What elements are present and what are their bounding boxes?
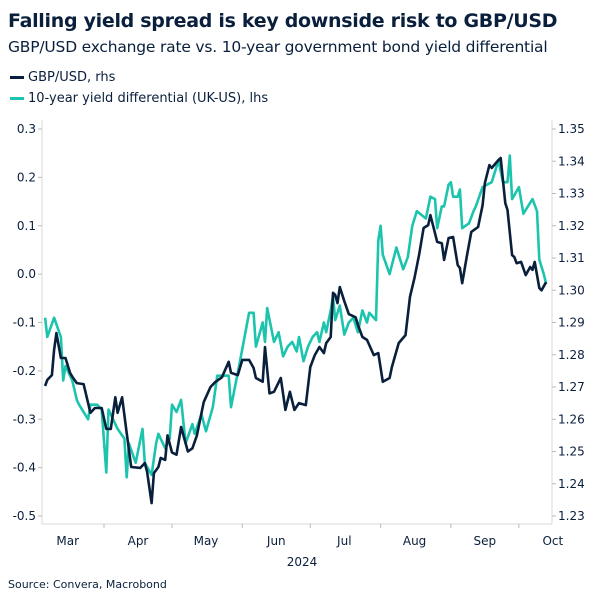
legend-label-yield: 10-year yield differential (UK-US), lhs — [28, 91, 269, 106]
right-tick-label: 1.32 — [558, 219, 585, 233]
legend-label-gbpusd: GBP/USD, rhs — [28, 70, 116, 85]
left-tick-label: -0.2 — [13, 364, 36, 378]
x-tick-label-oct: Oct — [542, 534, 563, 548]
right-tick-label: 1.28 — [558, 348, 585, 362]
legend-item-gbpusd: GBP/USD, rhs — [10, 70, 115, 85]
chart-title: Falling yield spread is key downside ris… — [8, 10, 558, 32]
chart-subtitle: GBP/USD exchange rate vs. 10-year govern… — [8, 38, 548, 56]
x-tick-label-jul: Jul — [336, 534, 351, 548]
gbpusd-series-line — [43, 156, 548, 505]
right-tick-label: 1.31 — [558, 251, 585, 265]
right-tick-label: 1.27 — [558, 380, 585, 394]
left-tick-label: 0.1 — [17, 219, 36, 233]
x-tick-label-sep: Sep — [474, 534, 497, 548]
x-tick-label-mar: Mar — [56, 534, 79, 548]
right-tick-label: 1.33 — [558, 187, 585, 201]
x-tick-label-aug: Aug — [403, 534, 426, 548]
right-tick-label: 1.34 — [558, 154, 585, 168]
right-tick-label: 1.25 — [558, 445, 585, 459]
left-tick-label: 0.0 — [17, 267, 36, 281]
left-tick-label: -0.4 — [13, 461, 36, 475]
left-tick-label: 0.2 — [17, 170, 36, 184]
source-note: Source: Convera, Macrobond — [8, 578, 167, 591]
x-tick-label-may: May — [194, 534, 219, 548]
x-year-label: 2024 — [287, 555, 318, 569]
right-tick-label: 1.29 — [558, 316, 585, 330]
right-tick-label: 1.35 — [558, 122, 585, 136]
right-tick-label: 1.24 — [558, 477, 585, 491]
left-tick-label: -0.1 — [13, 316, 36, 330]
legend-swatch-gbpusd — [10, 76, 24, 79]
right-tick-label: 1.26 — [558, 412, 585, 426]
x-tick-label-apr: Apr — [128, 534, 149, 548]
x-tick-label-jun: Jun — [266, 534, 286, 548]
left-tick-label: -0.3 — [13, 412, 36, 426]
right-tick-label: 1.23 — [558, 509, 585, 523]
left-tick-label: 0.3 — [17, 122, 36, 136]
right-tick-label: 1.30 — [558, 283, 585, 297]
legend-item-yield: 10-year yield differential (UK-US), lhs — [10, 91, 268, 106]
legend-swatch-yield — [10, 97, 24, 100]
left-tick-label: -0.5 — [13, 509, 36, 523]
yield-differential-series-line — [43, 154, 548, 479]
